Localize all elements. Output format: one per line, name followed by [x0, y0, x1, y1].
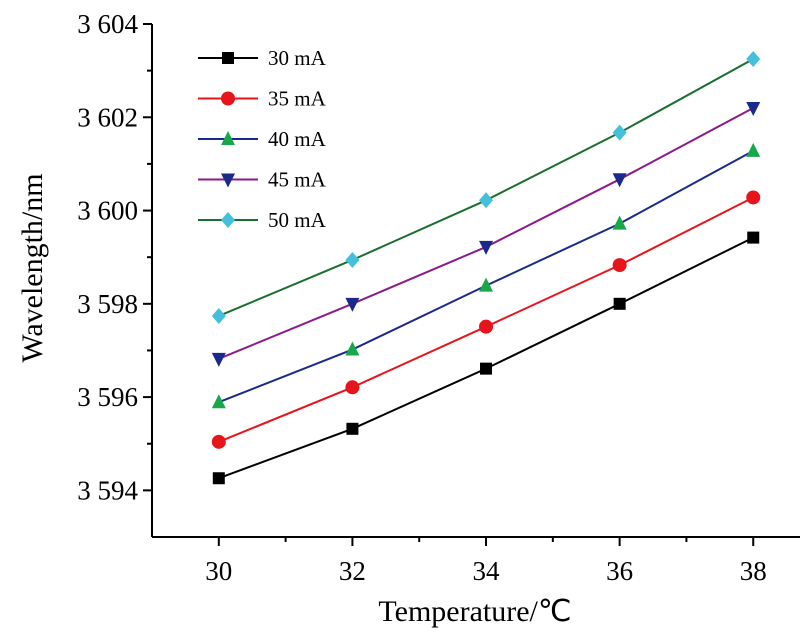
- data-point: [746, 101, 761, 116]
- x-tick-label: 34: [473, 556, 501, 586]
- y-tick-label: 3 602: [77, 102, 138, 132]
- series-0: [212, 231, 760, 485]
- data-point: [612, 173, 627, 188]
- series-layer: [211, 50, 761, 485]
- legend-item: 35 mA: [198, 87, 327, 111]
- data-point: [211, 352, 226, 367]
- legend: 30 mA 35 mA 40 mA 45 mA 50 mA: [198, 46, 327, 232]
- x-tick-label: 36: [606, 556, 633, 586]
- legend-swatch-marker: [221, 91, 235, 106]
- y-tick-label: 3 604: [77, 9, 138, 39]
- data-point: [613, 297, 626, 310]
- x-tick-label: 38: [740, 556, 767, 586]
- y-axis-title: Wavelength/nm: [16, 173, 49, 362]
- legend-swatch-marker: [221, 173, 235, 188]
- x-tick-label: 32: [339, 556, 366, 586]
- data-point: [612, 258, 627, 273]
- legend-label: 35 mA: [268, 87, 327, 111]
- data-point: [480, 362, 493, 375]
- legend-item: 50 mA: [198, 208, 327, 232]
- legend-item: 40 mA: [198, 127, 327, 151]
- data-point: [746, 50, 761, 67]
- y-tick-label: 3 596: [77, 382, 138, 412]
- data-point: [345, 341, 360, 356]
- data-point: [345, 380, 360, 395]
- data-point: [746, 190, 761, 205]
- series-1: [211, 190, 761, 449]
- data-point: [211, 307, 226, 324]
- y-tick-label: 3 594: [77, 475, 138, 505]
- series-2: [211, 142, 761, 409]
- legend-swatch-marker: [221, 212, 235, 228]
- data-point: [612, 215, 627, 230]
- legend-label: 50 mA: [268, 208, 327, 232]
- data-point: [479, 240, 494, 255]
- series-3: [211, 101, 761, 367]
- x-axis-ticks: 30 32 34 36 38: [205, 537, 767, 586]
- legend-label: 45 mA: [268, 168, 327, 192]
- legend-label: 30 mA: [268, 46, 327, 70]
- y-tick-label: 3 598: [77, 289, 138, 319]
- data-point: [345, 251, 360, 268]
- data-point: [345, 297, 360, 312]
- data-point: [612, 124, 627, 141]
- data-point: [479, 277, 494, 292]
- data-point: [346, 422, 359, 435]
- data-point: [746, 142, 761, 157]
- data-point: [747, 231, 760, 244]
- legend-item: 45 mA: [198, 168, 327, 192]
- axes: [151, 24, 800, 538]
- series-4: [211, 50, 761, 324]
- legend-swatch-marker: [222, 52, 234, 64]
- x-tick-label: 30: [205, 556, 232, 586]
- legend-item: 30 mA: [198, 46, 327, 70]
- data-point: [212, 472, 225, 485]
- y-tick-label: 3 600: [77, 196, 138, 226]
- y-axis-ticks: 3 594 3 596 3 598 3 600 3 602 3 604: [77, 9, 152, 505]
- data-point: [479, 192, 494, 209]
- data-point: [479, 319, 494, 334]
- data-point: [211, 434, 226, 449]
- series-line: [218, 236, 754, 480]
- x-axis-title: Temperature/℃: [378, 595, 571, 628]
- data-point: [211, 394, 226, 409]
- legend-swatch-marker: [221, 131, 235, 145]
- legend-label: 40 mA: [268, 127, 327, 151]
